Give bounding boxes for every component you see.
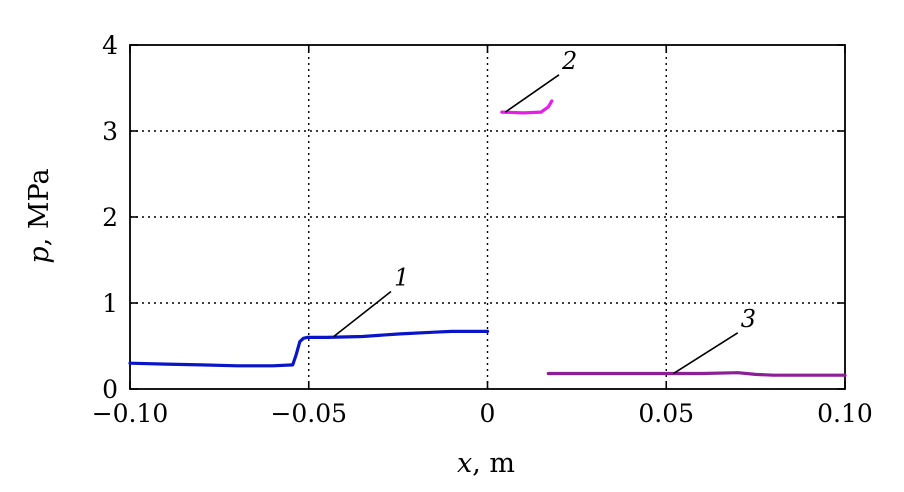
annotation-3-leader (672, 332, 739, 375)
series-layer (128, 99, 847, 377)
tick-labels: −0.10 −0.05 0 0.05 0.10 0 1 2 3 4 (92, 31, 873, 428)
annotations: 1 2 3 (333, 47, 756, 375)
series-1-line (128, 329, 490, 368)
y-tick-label: 4 (102, 31, 118, 60)
grid (130, 45, 845, 389)
y-tick-label: 0 (102, 375, 118, 404)
annotation-1-leader (333, 290, 392, 338)
series-3-line (546, 371, 847, 377)
y-tick-label: 1 (102, 289, 118, 318)
annotation-2-leader (504, 74, 560, 113)
axis-ticks (129, 44, 846, 390)
y-axis-label: p, MPa (24, 168, 55, 263)
annotation-2-label: 2 (561, 47, 577, 75)
x-tick-label: 0.05 (638, 399, 694, 428)
y-tick-label: 2 (102, 203, 118, 232)
series-2-line (500, 99, 554, 115)
annotation-3-label: 3 (741, 305, 756, 333)
x-tick-label: 0 (480, 399, 496, 428)
x-tick-label: 0.10 (817, 399, 873, 428)
x-axis-label: x, m (457, 448, 515, 479)
x-tick-label: −0.05 (270, 399, 347, 428)
x-tick-label: −0.10 (92, 399, 169, 428)
y-tick-label: 3 (102, 117, 118, 146)
annotation-1-label: 1 (394, 264, 409, 292)
